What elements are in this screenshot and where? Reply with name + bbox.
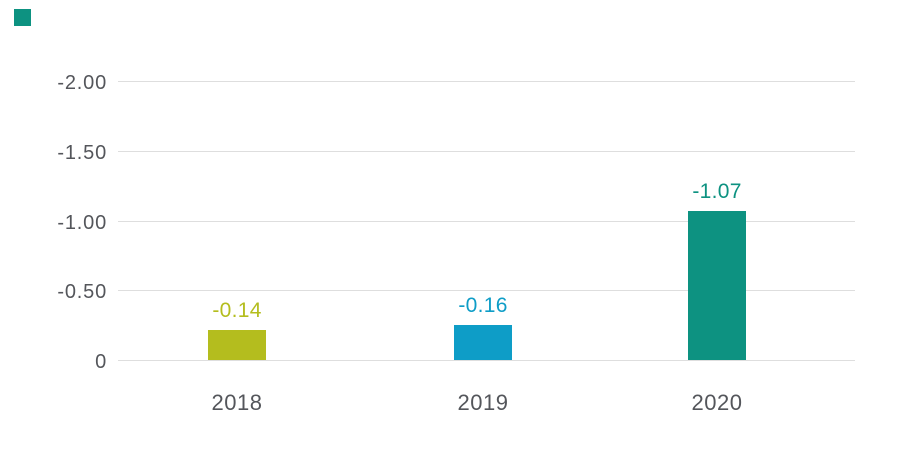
gridline [118, 221, 855, 222]
bar-2019[interactable] [454, 325, 512, 360]
gridline [118, 360, 855, 361]
legend-marker [14, 9, 31, 26]
y-tick-label: 0 [95, 351, 107, 373]
gridline [118, 290, 855, 291]
x-tick-label: 2020 [691, 390, 743, 415]
x-tick-label: 2019 [457, 390, 509, 415]
bar-value-label: -1.07 [692, 180, 742, 203]
x-tick-label: 2018 [211, 390, 263, 415]
y-tick-label: -0.50 [57, 281, 107, 303]
bar-value-label: -0.14 [212, 299, 262, 322]
bar-2020[interactable] [688, 211, 746, 360]
bar-value-label: -0.16 [458, 294, 508, 317]
y-tick-label: -2.00 [57, 72, 107, 94]
bar-2018[interactable] [208, 330, 266, 360]
y-tick-label: -1.50 [57, 142, 107, 164]
y-tick-label: -1.00 [57, 212, 107, 234]
gridline [118, 151, 855, 152]
gridline [118, 81, 855, 82]
